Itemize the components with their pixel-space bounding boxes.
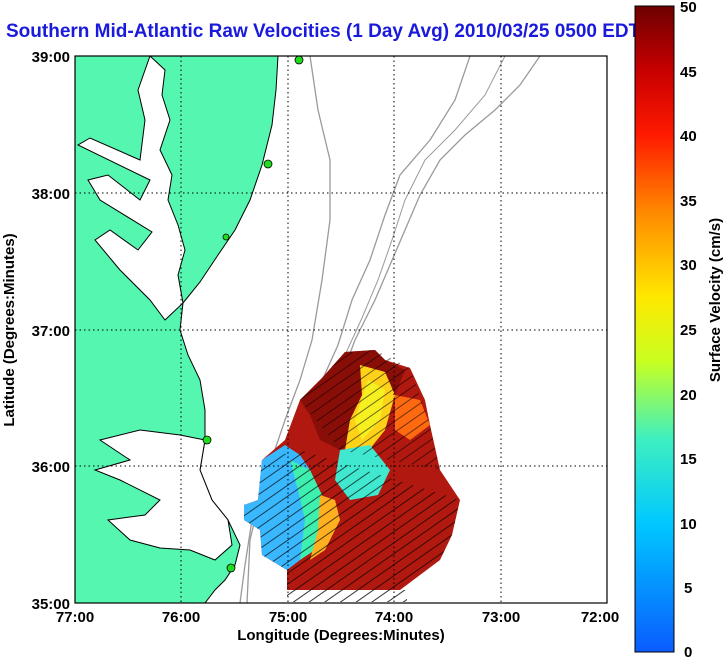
grid-lines bbox=[75, 56, 607, 603]
colorbar-tick: 5 bbox=[684, 580, 692, 597]
colorbar-tick: 45 bbox=[680, 64, 697, 81]
colorbar-tick: 20 bbox=[680, 387, 697, 404]
y-tick-label: 35:00 bbox=[32, 596, 70, 613]
x-axis-label: Longitude (Degrees:Minutes) bbox=[237, 627, 445, 644]
colorbar-tick: 15 bbox=[680, 451, 697, 468]
y-tick-label: 36:00 bbox=[32, 459, 70, 476]
x-axis: 77:00 76:00 75:00 74:00 73:00 72:00 Long… bbox=[56, 609, 619, 644]
y-tick-label: 38:00 bbox=[32, 186, 70, 203]
x-tick-label: 75:00 bbox=[269, 609, 307, 626]
colorbar-scale bbox=[634, 5, 675, 653]
chesapeake-bay bbox=[76, 56, 186, 321]
bathymetry-contour bbox=[339, 56, 541, 381]
x-tick-label: 76:00 bbox=[162, 609, 200, 626]
map-title: Southern Mid-Atlantic Raw Velocities (1 … bbox=[6, 21, 636, 42]
y-axis: 39:00 38:00 37:00 36:00 35:00 Latitude (… bbox=[1, 49, 70, 613]
colorbar-tick: 30 bbox=[680, 257, 697, 274]
velocity-field bbox=[244, 350, 460, 602]
plot-area bbox=[74, 55, 608, 604]
radar-station bbox=[294, 56, 304, 65]
radar-station bbox=[202, 435, 212, 445]
radar-station bbox=[263, 159, 273, 169]
y-tick-label: 39:00 bbox=[32, 49, 70, 66]
bathymetry-contour bbox=[239, 56, 331, 603]
x-tick-label: 77:00 bbox=[56, 609, 94, 626]
y-tick-label: 37:00 bbox=[32, 323, 70, 340]
bathymetry-contour bbox=[344, 56, 506, 356]
colorbar-tick: 40 bbox=[680, 128, 697, 145]
colorbar: 50 45 40 35 30 25 20 15 10 5 0 Surface V… bbox=[634, 0, 724, 659]
radar-station bbox=[222, 233, 230, 241]
colorbar-tick: 50 bbox=[680, 0, 697, 16]
colorbar-label: Surface Velocity (cm/s) bbox=[707, 218, 724, 382]
x-tick-label: 72:00 bbox=[581, 609, 619, 626]
y-axis-label: Latitude (Degrees:Minutes) bbox=[1, 233, 18, 426]
colorbar-tick: 0 bbox=[684, 644, 692, 659]
colorbar-tick: 25 bbox=[680, 322, 697, 339]
x-tick-label: 73:00 bbox=[482, 609, 520, 626]
x-tick-label: 74:00 bbox=[375, 609, 413, 626]
radar-station bbox=[226, 563, 236, 573]
colorbar-tick: 10 bbox=[680, 516, 697, 533]
colorbar-tick: 35 bbox=[680, 193, 697, 210]
